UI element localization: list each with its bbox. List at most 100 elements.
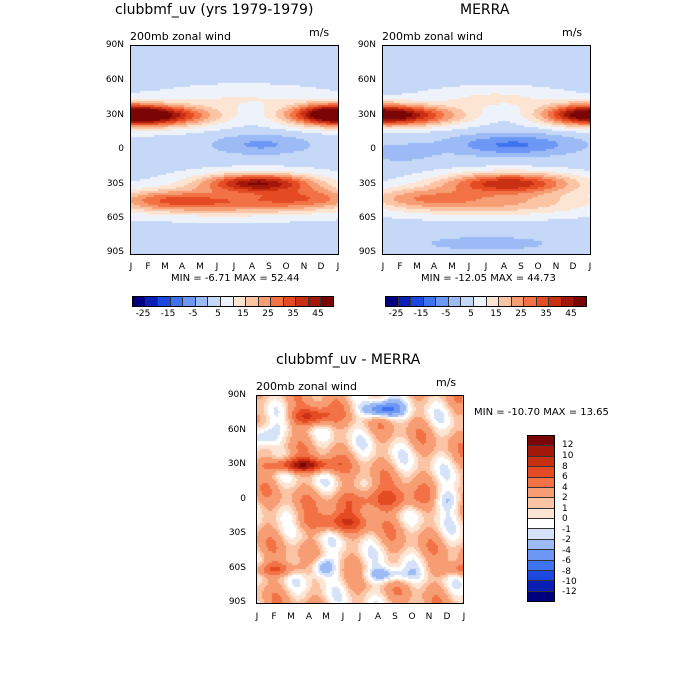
panel2-xtick: M	[448, 262, 456, 272]
panel1-ytick-90s: 90S	[106, 247, 124, 257]
panel2-ytick-60n: 60N	[357, 75, 376, 85]
panel2-xtick: J	[381, 262, 385, 272]
panel3-ytick-60s: 60S	[228, 563, 246, 573]
colorbar-segment	[145, 297, 159, 306]
panel3-cbar-label: 4	[562, 483, 568, 493]
panel2-title: MERRA	[460, 2, 510, 18]
panel2-xtick: S	[518, 262, 524, 272]
colorbar-segment	[528, 529, 554, 540]
panel1-cbar-label: 5	[215, 309, 221, 319]
panel3-ytick-90n: 90N	[227, 390, 246, 400]
panel1-xtick: M	[196, 262, 204, 272]
panel3-xtick: N	[425, 612, 433, 622]
panel3-colorbar	[527, 435, 555, 602]
panel3-minmax: MIN = -10.70 MAX = 13.65	[474, 407, 609, 418]
panel3-xtick: A	[305, 612, 313, 622]
panel1-cbar-label: -25	[135, 309, 151, 319]
panel3-cbar-label: -4	[562, 546, 571, 556]
panel1-ytick-0: 0	[118, 144, 124, 154]
colorbar-segment	[528, 498, 554, 509]
panel1-xtick: O	[282, 262, 290, 272]
panel2-cbar-label: 45	[565, 309, 577, 319]
panel2-colorbar	[385, 296, 587, 307]
panel3-cbar-label: -6	[562, 556, 571, 566]
colorbar-segment	[195, 297, 209, 306]
colorbar-segment	[461, 297, 474, 306]
panel3-xtick: J	[462, 612, 466, 622]
panel3-xtick: F	[271, 612, 277, 622]
panel2-cbar-label: -15	[413, 309, 429, 319]
panel1-cbar-label: 35	[287, 309, 299, 319]
panel1-xtick: S	[266, 262, 272, 272]
panel2-cbar-label: 35	[540, 309, 552, 319]
panel1-xtick: F	[145, 262, 151, 272]
panel1-cbar-label: -15	[160, 309, 176, 319]
colorbar-segment	[528, 446, 554, 457]
panel2-ytick-0: 0	[370, 144, 376, 154]
colorbar-segment	[271, 297, 284, 306]
colorbar-segment	[574, 297, 586, 306]
panel1-colorbar	[132, 296, 334, 307]
colorbar-segment	[283, 297, 297, 306]
panel1-xtick: J	[232, 262, 236, 272]
panel3-cbar-label: -10	[562, 577, 577, 587]
panel3-cbar-label: -12	[562, 587, 577, 597]
panel1-ytick-90n: 90N	[105, 40, 124, 50]
panel2-ytick-30s: 30S	[358, 179, 376, 189]
colorbar-segment	[183, 297, 196, 306]
colorbar-segment	[321, 297, 333, 306]
panel2-xtick: O	[534, 262, 542, 272]
panel2-ytick-60s: 60S	[358, 213, 376, 223]
colorbar-segment	[386, 297, 399, 306]
panel1-cbar-label: 45	[312, 309, 324, 319]
colorbar-segment	[423, 297, 437, 306]
panel2-minmax: MIN = -12.05 MAX = 44.73	[421, 273, 556, 284]
colorbar-segment	[473, 297, 487, 306]
panel3-xtick: J	[358, 612, 362, 622]
panel2-xtick: N	[552, 262, 560, 272]
panel1-xtick: D	[317, 262, 325, 272]
panel1-ytick-30n: 30N	[105, 110, 124, 120]
panel2-ytick-90n: 90N	[357, 40, 376, 50]
panel1-ytick-30s: 30S	[106, 179, 124, 189]
colorbar-segment	[528, 467, 554, 478]
panel2-subtitle: 200mb zonal wind	[382, 30, 483, 43]
panel3-ytick-60n: 60N	[227, 425, 246, 435]
panel1-xtick: A	[178, 262, 186, 272]
colorbar-segment	[133, 297, 146, 306]
panel3-cbar-label: 6	[562, 472, 568, 482]
panel3-cbar-label: 10	[562, 451, 574, 461]
colorbar-segment	[308, 297, 322, 306]
colorbar-segment	[511, 297, 525, 306]
panel1-xtick: J	[336, 262, 340, 272]
panel2-xtick: J	[588, 262, 592, 272]
panel3-units: m/s	[436, 376, 457, 389]
colorbar-segment	[246, 297, 259, 306]
colorbar-segment	[528, 550, 554, 561]
panel2-units: m/s	[562, 26, 583, 39]
panel2-xtick: J	[467, 262, 471, 272]
panel1-xtick: A	[248, 262, 256, 272]
panel3-xtick: O	[408, 612, 416, 622]
colorbar-segment	[436, 297, 449, 306]
colorbar-segment	[233, 297, 247, 306]
panel1-units: m/s	[309, 26, 330, 39]
colorbar-segment	[524, 297, 537, 306]
colorbar-segment	[528, 436, 554, 447]
panel1-ytick-60n: 60N	[105, 75, 124, 85]
colorbar-segment	[528, 519, 554, 530]
panel3-cbar-label: -2	[562, 535, 571, 545]
colorbar-segment	[528, 539, 554, 551]
colorbar-segment	[398, 297, 412, 306]
panel3-cbar-label: 12	[562, 440, 574, 450]
colorbar-segment	[170, 297, 184, 306]
panel3-heatmap	[256, 395, 463, 603]
colorbar-segment	[158, 297, 171, 306]
colorbar-segment	[258, 297, 272, 306]
colorbar-segment	[528, 570, 554, 582]
panel1-xtick: J	[129, 262, 133, 272]
panel1-cbar-label: 15	[237, 309, 249, 319]
panel3-xtick: D	[443, 612, 451, 622]
panel2-cbar-label: 25	[515, 309, 527, 319]
